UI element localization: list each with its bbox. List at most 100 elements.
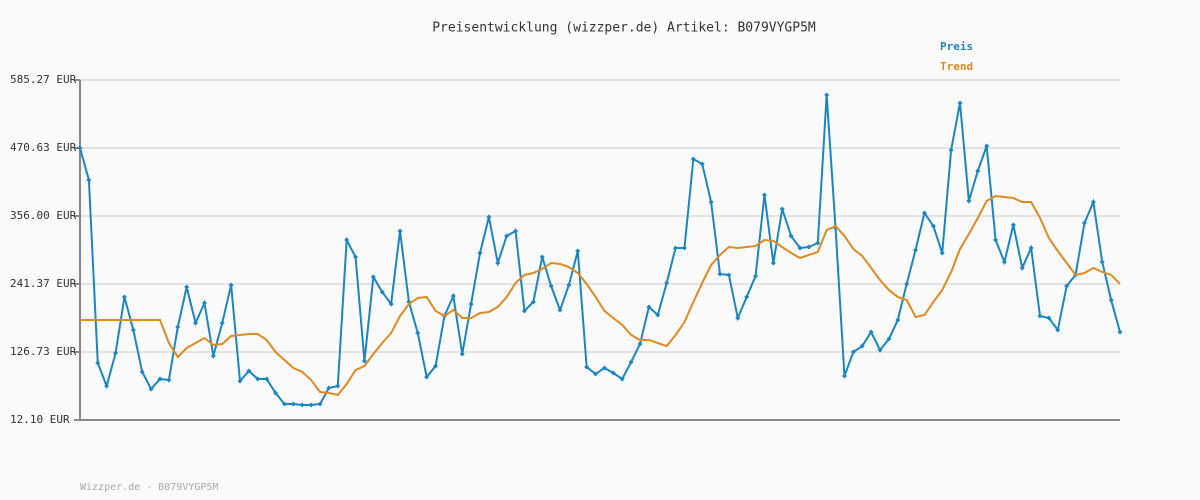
point (1099, 259, 1105, 265)
point (486, 214, 492, 220)
point (753, 273, 759, 279)
y-tick-label: 126.73 EUR (10, 345, 77, 358)
point (1010, 222, 1016, 228)
point (575, 248, 581, 254)
point (966, 198, 972, 204)
point (113, 350, 119, 356)
point (877, 347, 883, 353)
point (504, 233, 510, 239)
point (77, 145, 83, 151)
point (95, 360, 101, 366)
point (1090, 199, 1096, 205)
point (379, 289, 385, 295)
point (139, 369, 145, 375)
point (948, 147, 954, 153)
point (744, 294, 750, 300)
point (255, 376, 261, 382)
point (806, 244, 812, 250)
point (397, 228, 403, 234)
point (513, 228, 519, 234)
point (904, 281, 910, 287)
y-tick-label: 585.27 EUR (10, 73, 77, 86)
point (690, 156, 696, 162)
point (317, 401, 323, 407)
point (717, 271, 723, 277)
point (281, 401, 287, 407)
point (264, 376, 270, 382)
y-tick-label: 356.00 EUR (10, 209, 77, 222)
point (1064, 283, 1070, 289)
point (130, 327, 136, 333)
point (104, 383, 110, 389)
series-line (79, 94, 1121, 406)
point (335, 383, 341, 389)
point (246, 368, 252, 374)
point (895, 317, 901, 323)
point (290, 401, 296, 407)
point (166, 377, 172, 383)
point (326, 385, 332, 391)
point (548, 283, 554, 289)
point (975, 168, 981, 174)
point (841, 373, 847, 379)
point (957, 100, 963, 106)
point (353, 254, 359, 260)
y-tick-label: 470.63 EUR (10, 141, 77, 154)
point (1046, 315, 1052, 321)
point (175, 324, 181, 330)
point (1037, 313, 1043, 319)
point (664, 280, 670, 286)
point (184, 284, 190, 290)
point (619, 376, 625, 382)
point (939, 250, 945, 256)
point (1001, 259, 1007, 265)
point (308, 402, 314, 408)
legend-label: Trend (940, 60, 973, 73)
point (1108, 297, 1114, 303)
point (584, 364, 590, 370)
point (779, 206, 785, 212)
point (850, 349, 856, 355)
point (681, 245, 687, 251)
point (424, 374, 430, 380)
point (468, 301, 474, 307)
point (539, 254, 545, 260)
point (735, 315, 741, 321)
point (273, 390, 279, 396)
y-tick-label: 241.37 EUR (10, 277, 77, 290)
point (673, 245, 679, 251)
point (637, 341, 643, 347)
point (193, 320, 199, 326)
point (646, 304, 652, 310)
point (726, 272, 732, 278)
chart-title: Preisentwicklung (wizzper.de) Artikel: B… (432, 21, 816, 36)
point (557, 307, 563, 313)
point (388, 301, 394, 307)
point (459, 351, 465, 357)
point (530, 299, 536, 305)
point (859, 343, 865, 349)
series-line (80, 194, 1121, 397)
point (868, 329, 874, 335)
point (601, 365, 607, 371)
point (699, 161, 705, 167)
point (148, 386, 154, 392)
point (993, 237, 999, 243)
point (610, 370, 616, 376)
point (299, 402, 305, 408)
point (1028, 245, 1034, 251)
point (228, 282, 234, 288)
point (433, 363, 439, 369)
point (930, 223, 936, 229)
point (815, 240, 821, 246)
footer: Wizzper.de - B079VYGP5M (80, 482, 218, 493)
point (770, 260, 776, 266)
point (521, 308, 527, 314)
point (628, 359, 634, 365)
point (824, 92, 830, 98)
point (201, 300, 207, 306)
point (1055, 327, 1061, 333)
point (219, 320, 225, 326)
